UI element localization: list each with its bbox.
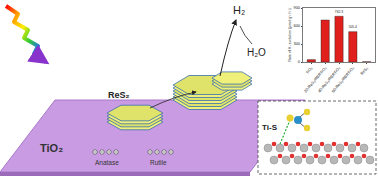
svg-text:0: 0 <box>298 59 301 64</box>
svg-text:ReS₂: ReS₂ <box>108 90 130 100</box>
svg-text:H₂: H₂ <box>233 4 245 16</box>
svg-text:600: 600 <box>293 23 300 28</box>
svg-text:Rutile: Rutile <box>150 159 167 166</box>
svg-text:Anatase: Anatase <box>95 159 119 166</box>
svg-text:900: 900 <box>293 5 300 10</box>
svg-text:TiO₂: TiO₂ <box>305 65 314 75</box>
svg-text:Rate of H₂ evolution (μmol g⁻¹: Rate of H₂ evolution (μmol g⁻¹ h⁻¹) <box>288 8 292 62</box>
svg-text:762.3: 762.3 <box>335 10 343 14</box>
svg-text:ReS₂: ReS₂ <box>359 65 369 76</box>
svg-text:Ti-S: Ti-S <box>262 123 278 132</box>
svg-text:TiO₂: TiO₂ <box>40 142 63 154</box>
svg-text:505.4: 505.4 <box>349 25 357 29</box>
svg-text:300: 300 <box>293 41 300 46</box>
svg-text:H₂O: H₂O <box>247 47 266 58</box>
svg-text:20-ReS₂/RBRTiO₂: 20-ReS₂/RBRTiO₂ <box>303 65 328 93</box>
svg-text:60-ReS₂/RBRTiO₂: 60-ReS₂/RBRTiO₂ <box>330 65 355 93</box>
svg-text:40-ReS₂/RBRTiO₂: 40-ReS₂/RBRTiO₂ <box>317 65 342 93</box>
